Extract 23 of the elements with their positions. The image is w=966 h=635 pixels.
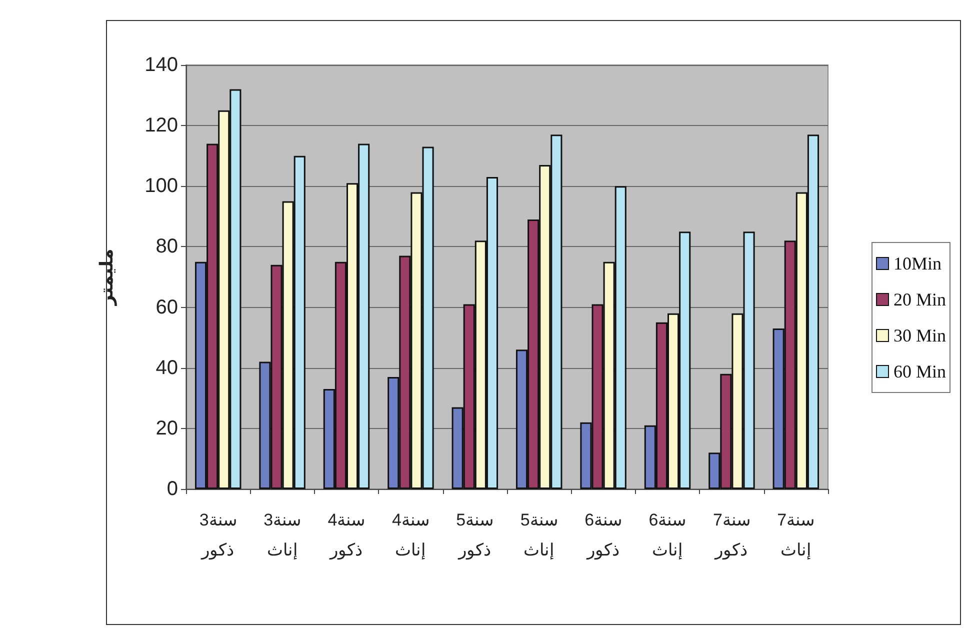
x-tick-label: 4سنة إناث [392,510,430,560]
y-tick-label: 60 [156,296,178,318]
x-tick-label: 5سنة ذكور [456,510,494,560]
legend-label: 10Min [893,254,942,274]
legend-label: 20 Min [893,290,946,310]
y-tick-label: 80 [156,236,178,258]
y-tick-label: 20 [156,417,178,440]
x-tick-label: 7سنة ذكور [712,510,750,560]
y-tick-label: 40 [156,356,178,379]
x-tick-label: 3سنة ذكور [199,510,237,560]
legend-label: 60 Min [893,362,946,382]
x-tick-label: 7سنة إناث [777,510,815,560]
legend-label: 30 Min [893,326,946,346]
x-tick-label: 3سنة إناث [264,510,302,560]
x-tick-label: 4سنة ذكور [328,510,366,560]
x-tick-label: 6سنة إناث [648,510,686,560]
y-tick-label: 0 [166,478,178,500]
y-tick-label: 100 [144,175,178,198]
x-tick-label: 5سنة إناث [520,510,558,560]
y-tick-label: 120 [144,114,178,137]
x-tick-label: 6سنة ذكور [584,510,622,560]
y-tick-label: 140 [144,54,178,76]
y-axis-title: مليمتر [96,248,118,306]
